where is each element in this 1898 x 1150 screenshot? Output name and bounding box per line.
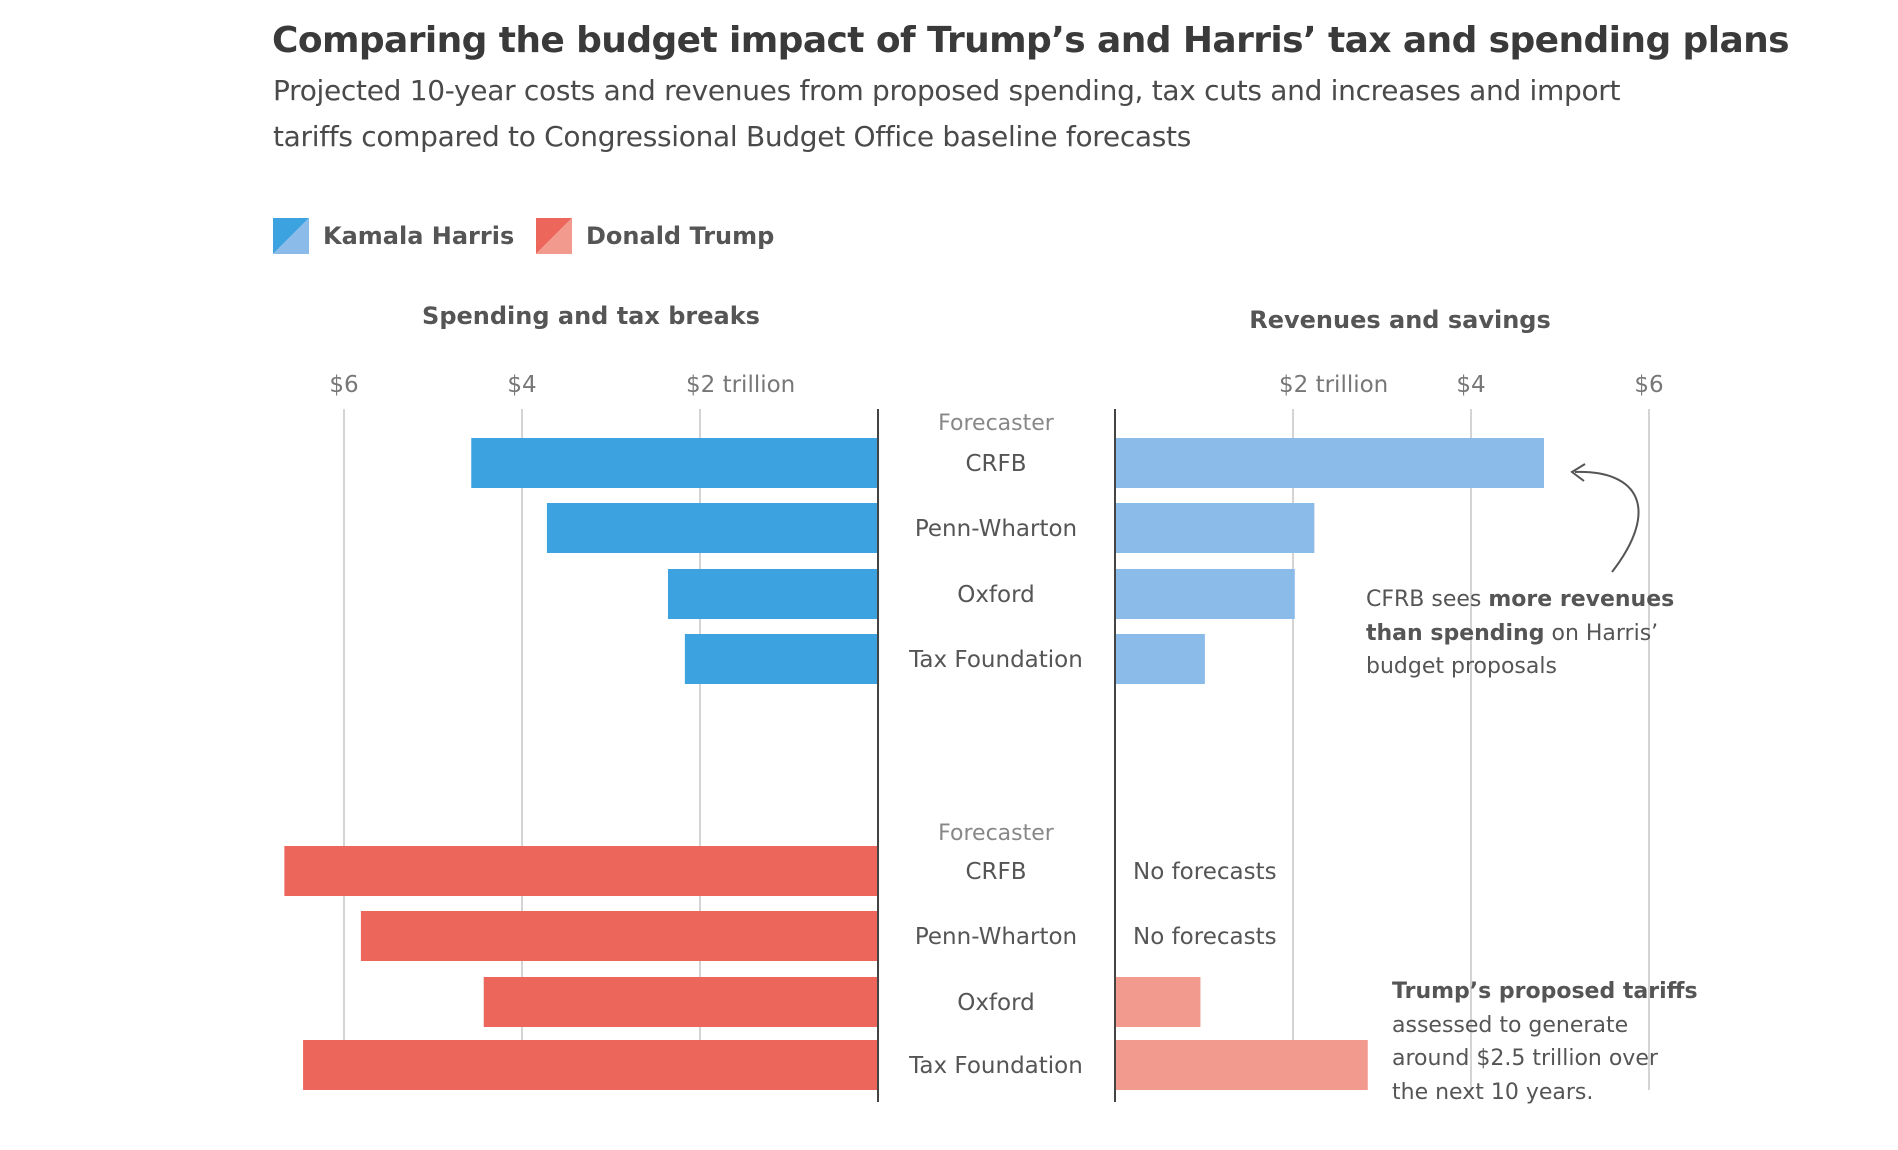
row-label-harris: Oxford bbox=[957, 582, 1035, 608]
right-tick-label: $4 bbox=[1456, 372, 1485, 398]
forecaster-header: Forecaster bbox=[938, 821, 1055, 846]
row-label-harris: Penn-Wharton bbox=[915, 516, 1077, 542]
annotation-arrow bbox=[1574, 470, 1640, 573]
legend-item-trump: Donald Trump bbox=[536, 218, 774, 254]
right-tick-label: $6 bbox=[1634, 372, 1663, 398]
row-label-harris: Tax Foundation bbox=[908, 647, 1083, 673]
row-label-trump: Oxford bbox=[957, 990, 1035, 1016]
annotation-harris-cfrb: CFRB sees more revenues than spending on … bbox=[1366, 587, 1675, 679]
legend-item-harris: Kamala Harris bbox=[273, 218, 514, 254]
bar-harris-revenue bbox=[1115, 503, 1315, 553]
legend-swatch-harris-icon bbox=[273, 218, 309, 254]
left-tick-label: $2 trillion bbox=[686, 372, 795, 398]
legend-swatch-trump-icon bbox=[536, 218, 572, 254]
right-panel-title: Revenues and savings bbox=[1249, 306, 1551, 334]
left-tick-label: $6 bbox=[329, 372, 358, 398]
bar-trump-revenue bbox=[1115, 1040, 1368, 1090]
legend-label-trump: Donald Trump bbox=[586, 222, 775, 250]
bar-harris-revenue bbox=[1115, 569, 1295, 619]
row-label-trump: CRFB bbox=[965, 859, 1026, 885]
bar-trump-revenue bbox=[1115, 977, 1201, 1027]
bar-trump-spending bbox=[284, 846, 878, 896]
bar-trump-spending bbox=[360, 911, 878, 961]
bar-harris-spending bbox=[471, 438, 878, 488]
annotation-arrowhead-icon bbox=[1570, 463, 1586, 482]
bar-trump-spending bbox=[303, 1040, 878, 1090]
chart-title: Comparing the budget impact of Trump’s a… bbox=[272, 20, 1790, 61]
bar-trump-spending bbox=[483, 977, 878, 1027]
row-label-trump: Penn-Wharton bbox=[915, 924, 1077, 950]
legend-label-harris: Kamala Harris bbox=[323, 222, 515, 250]
row-label-trump: Tax Foundation bbox=[908, 1053, 1083, 1079]
bar-harris-spending bbox=[546, 503, 878, 553]
right-tick-label: $2 trillion bbox=[1279, 372, 1388, 398]
bar-harris-revenue bbox=[1115, 634, 1205, 684]
forecaster-header: Forecaster bbox=[938, 411, 1055, 436]
bar-harris-spending bbox=[684, 634, 878, 684]
annotation-trump-tariffs: Trump’s proposed tariffs assessed to gene… bbox=[1392, 979, 1698, 1105]
bar-harris-spending bbox=[667, 569, 878, 619]
chart-subtitle-line-1: Projected 10-year costs and revenues fro… bbox=[273, 74, 1621, 107]
left-tick-label: $4 bbox=[507, 372, 536, 398]
row-label-harris: CRFB bbox=[965, 451, 1026, 477]
no-forecast-label: No forecasts bbox=[1133, 859, 1277, 885]
left-panel-title: Spending and tax breaks bbox=[422, 302, 760, 330]
bar-harris-revenue bbox=[1115, 438, 1544, 488]
chart-subtitle-line-2: tariffs compared to Congressional Budget… bbox=[273, 120, 1192, 153]
no-forecast-label: No forecasts bbox=[1133, 924, 1277, 950]
